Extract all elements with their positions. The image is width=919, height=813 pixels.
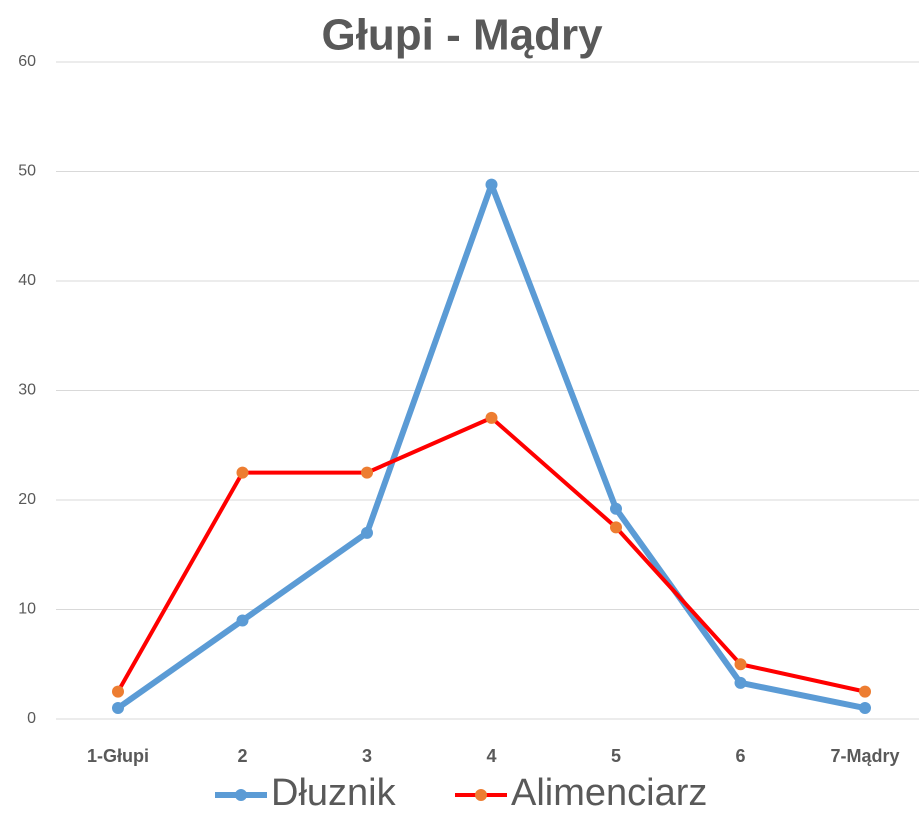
data-point [734, 658, 747, 671]
data-point [112, 685, 124, 698]
y-tick-label: 10 [18, 601, 36, 618]
y-tick-label: 30 [18, 382, 36, 399]
data-point [734, 676, 747, 689]
legend-marker [235, 789, 247, 801]
data-point [610, 521, 622, 534]
data-point [236, 614, 249, 627]
y-tick-label: 50 [18, 163, 36, 180]
data-point [859, 702, 871, 715]
data-point [610, 502, 622, 515]
y-tick-label: 60 [18, 53, 36, 70]
data-point [485, 411, 498, 424]
y-tick-label: 40 [18, 272, 36, 289]
legend-label: Dłuznik [271, 772, 397, 813]
x-tick-label: 7-Mądry [830, 746, 899, 766]
x-tick-label: 6 [735, 746, 745, 766]
x-tick-label: 3 [362, 746, 372, 766]
data-point [859, 685, 871, 698]
data-point [361, 466, 373, 479]
data-point [361, 526, 373, 539]
series-line [116, 415, 866, 694]
x-tick-label: 4 [486, 746, 496, 766]
data-point [112, 702, 124, 715]
series-line [116, 181, 866, 711]
chart-title: Głupi - Mądry [321, 11, 603, 60]
legend-label: Alimenciarz [511, 772, 707, 813]
legend-marker [475, 789, 487, 801]
data-point [236, 466, 249, 479]
data-point [485, 178, 498, 191]
x-tick-label: 1-Głupi [87, 746, 149, 766]
y-tick-label: 0 [27, 710, 36, 727]
x-tick-label: 5 [611, 746, 621, 766]
y-tick-label: 20 [18, 491, 36, 508]
x-tick-label: 2 [237, 746, 247, 766]
